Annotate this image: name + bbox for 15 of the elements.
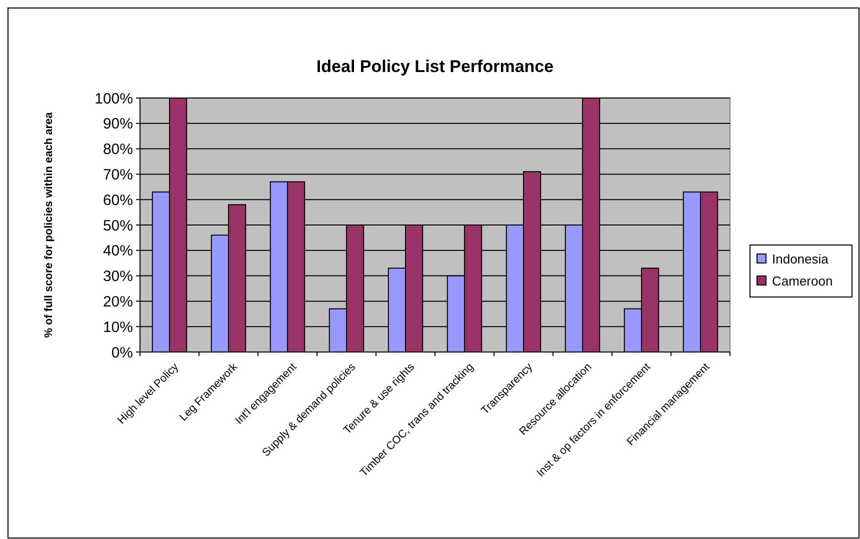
y-tick-label: 50%	[102, 217, 133, 234]
y-tick-label: 10%	[102, 318, 133, 336]
y-tick-label: 20%	[102, 293, 133, 310]
legend-label: Indonesia	[772, 252, 830, 267]
y-tick-label: 90%	[102, 116, 133, 133]
y-axis-title: % of full score for policies within each area	[43, 111, 55, 338]
y-tick-label: 80%	[102, 141, 133, 158]
y-tick-label: 70%	[102, 166, 133, 184]
y-tick-label: 0%	[111, 344, 133, 362]
chart-title: Ideal Policy List Performance	[316, 57, 554, 76]
legend-label: Cameroon	[772, 274, 833, 289]
y-tick-label: 40%	[102, 242, 133, 260]
y-tick-label: 100%	[94, 90, 133, 108]
y-tick-label: 60%	[102, 192, 133, 209]
y-tick-label: 30%	[102, 268, 133, 286]
